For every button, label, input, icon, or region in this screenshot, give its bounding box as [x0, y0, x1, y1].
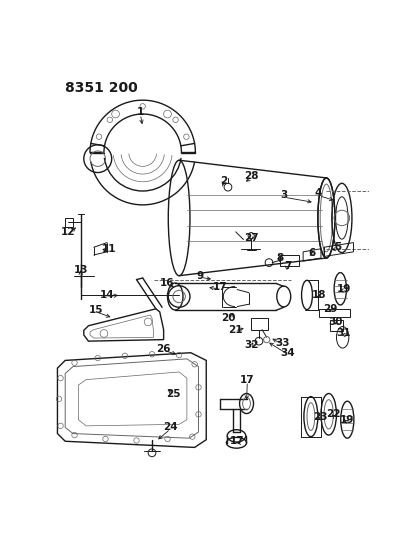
Text: 20: 20 [220, 313, 235, 323]
Text: 14: 14 [99, 290, 114, 300]
Text: 23: 23 [312, 411, 327, 422]
Text: 21: 21 [227, 325, 242, 335]
Text: 3: 3 [279, 190, 287, 200]
Text: 17: 17 [212, 282, 227, 292]
Text: 22: 22 [325, 409, 340, 419]
Text: 8: 8 [276, 253, 283, 263]
Text: 32: 32 [243, 340, 258, 350]
Text: 8351 200: 8351 200 [65, 81, 137, 95]
Text: 31: 31 [335, 328, 350, 338]
Text: 17: 17 [229, 436, 244, 446]
Text: 18: 18 [310, 290, 325, 300]
Text: 27: 27 [243, 233, 258, 243]
Text: 9: 9 [196, 271, 203, 281]
Text: 19: 19 [336, 284, 351, 294]
Text: 5: 5 [334, 242, 341, 252]
Text: 17: 17 [239, 375, 254, 385]
Text: 25: 25 [166, 389, 180, 399]
Text: 34: 34 [280, 348, 294, 358]
Text: 26: 26 [156, 344, 171, 354]
Circle shape [224, 183, 231, 191]
Text: 12: 12 [61, 227, 75, 237]
Text: 30: 30 [328, 317, 342, 327]
Text: 7: 7 [283, 262, 291, 271]
Text: 19: 19 [339, 415, 353, 425]
Text: 15: 15 [89, 305, 103, 316]
Text: 6: 6 [308, 248, 315, 257]
Text: 13: 13 [73, 265, 88, 276]
Text: 16: 16 [160, 278, 174, 288]
Text: 24: 24 [163, 422, 178, 432]
Text: 4: 4 [314, 188, 321, 198]
Text: 2: 2 [219, 176, 226, 186]
Text: 11: 11 [102, 244, 116, 254]
Text: 1: 1 [137, 107, 144, 117]
Text: 28: 28 [243, 171, 258, 181]
Text: 33: 33 [274, 338, 289, 348]
Text: 29: 29 [322, 304, 337, 314]
